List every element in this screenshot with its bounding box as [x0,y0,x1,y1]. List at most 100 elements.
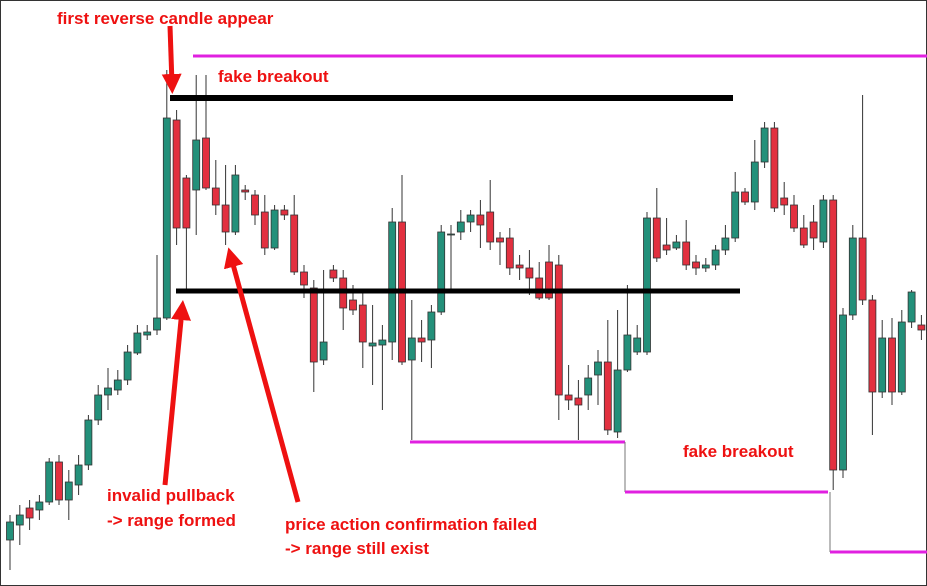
candle-body [878,337,887,393]
candle-body [270,209,279,249]
candle-body [123,351,132,381]
candle-body [839,314,847,471]
candle-body [888,337,896,393]
candle-body [545,261,553,299]
candle-body [711,249,720,266]
arrow [162,300,191,486]
candle-body [672,241,681,249]
candle-body [368,342,377,347]
candle-body [564,394,573,401]
candles [6,70,926,570]
candle-body [182,177,191,229]
candle-body [447,233,455,236]
candle-body [300,271,308,286]
candle-body [907,291,916,323]
candle-body [819,199,828,243]
candle-body [251,194,259,216]
candle-body [133,332,142,354]
candle-body [848,237,857,316]
candle-body [574,397,583,406]
candle-body [388,221,397,343]
candle-body [750,161,759,203]
candle-body [584,377,593,396]
candle-body [917,324,926,331]
candle-body [770,127,779,209]
candle-body [535,277,544,299]
candle-body [692,261,700,269]
candle-body [496,237,504,243]
candle-body [476,214,485,226]
candle-body [15,514,24,526]
candle-body [594,361,602,376]
candle-body [55,461,63,501]
candle-body [162,117,171,319]
candle-body [829,199,838,471]
candle-body [407,337,416,361]
candle-body [94,394,103,421]
candle-body [790,204,798,229]
candle-body [682,241,691,266]
candle-body [192,139,201,191]
candle-body [290,214,299,273]
candle-body [643,217,651,353]
annotation: invalid pullback [107,486,235,505]
candle-body [74,464,83,486]
candle-body [45,461,54,503]
levels [170,54,927,554]
candle-body [417,337,426,343]
arrow [223,247,301,503]
annotation: fake breakout [218,67,329,86]
candle-body [113,379,122,391]
candle-body [760,127,769,163]
candle-body [721,237,730,251]
candle-body [554,264,563,396]
annotation: first reverse candle appear [57,9,274,28]
candle-body [241,189,250,193]
candle-body [799,227,808,246]
candle-body [358,304,367,343]
candle-body [515,264,524,269]
candle-body [211,187,220,206]
arrow [161,25,182,94]
candle-body [809,221,818,239]
candle-body [780,197,789,206]
candle-body [143,331,152,336]
candle-body [349,299,357,311]
annotation: -> range formed [107,511,236,530]
candle-body [868,299,877,393]
candle-body [64,481,73,501]
candle-body [84,419,93,466]
arrows [161,25,301,503]
candle-body [505,237,514,269]
candle-body [466,214,475,223]
candle-body [486,211,495,243]
candle-body [731,191,740,239]
candle-body [897,321,906,393]
candle-body [525,267,534,279]
candle-body [202,137,210,189]
candle-body [662,244,671,251]
candle-body [613,369,622,433]
candle-body [260,211,269,249]
candle-body [378,339,387,346]
candle-body [633,337,642,353]
annotation: fake breakout [683,442,794,461]
candle-body [456,221,465,233]
candle-body [221,204,230,233]
annotation: -> range still exist [285,539,429,558]
candle-body [319,341,328,361]
candle-body [437,231,446,313]
candle-body [280,209,289,216]
candle-body [603,361,612,431]
candle-body [6,521,14,541]
candle-body [309,287,318,363]
candle-body [701,264,710,269]
candle-body [25,507,34,519]
candle-body [231,174,240,233]
candle-body [172,119,181,229]
candle-body [623,334,632,371]
candle-body [104,387,112,396]
candle-body [652,217,661,259]
